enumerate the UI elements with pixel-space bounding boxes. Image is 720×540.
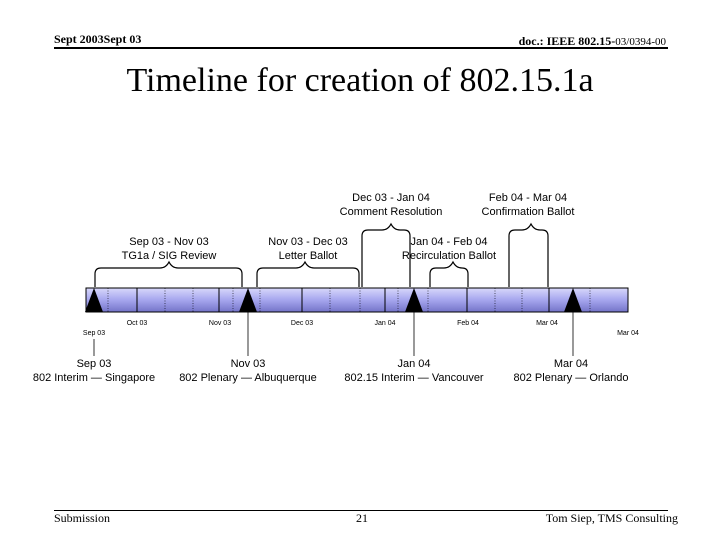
doc-id-number: 03/0394-00	[615, 36, 666, 48]
phase-label-letter-ballot-name: Letter Ballot	[279, 250, 338, 262]
meeting-name-jan04: 802.15 Interim — Vancouver	[344, 372, 484, 384]
meeting-date-sep03: Sep 03	[77, 358, 112, 370]
dotted-subdividers	[107, 288, 591, 312]
phase-label-review-dates: Sep 03 - Nov 03	[129, 236, 209, 248]
phase-label-recirculation-dates: Jan 04 - Feb 04	[410, 236, 487, 248]
phase-label-confirmation-dates: Feb 04 - Mar 04	[489, 192, 567, 204]
tick-label: Sep 03	[83, 330, 105, 337]
footer-author: Tom Siep, TMS Consulting	[545, 511, 678, 525]
brace-confirmation	[508, 222, 549, 287]
tick-label: Oct 03	[127, 320, 148, 327]
meeting-date-jan04: Jan 04	[397, 358, 430, 370]
timeline-bar	[85, 287, 629, 313]
footer-rule	[54, 510, 668, 511]
phase-label-review-name: TG1a / SIG Review	[122, 250, 217, 262]
brace-recirculation	[429, 260, 469, 287]
page-number: 21	[356, 511, 368, 525]
tick-label: Mar 04	[617, 330, 639, 337]
meeting-date-nov03: Nov 03	[231, 358, 266, 370]
phase-label-confirmation-name: Confirmation Ballot	[482, 206, 575, 218]
meeting-name-nov03: 802 Plenary — Albuquerque	[179, 372, 317, 384]
slide-title: Timeline for creation of 802.15.1a	[126, 62, 594, 99]
meeting-leaders	[93, 312, 574, 356]
tick-label: Nov 03	[209, 320, 231, 327]
phase-label-comment-resolution-dates: Dec 03 - Jan 04	[352, 192, 430, 204]
doc-id-prefix: doc.: IEEE 802.15-	[518, 34, 616, 48]
meeting-marker-sep03	[85, 288, 103, 312]
phase-label-letter-ballot-dates: Nov 03 - Dec 03	[268, 236, 347, 248]
brace-review	[94, 260, 243, 287]
brace-letter-ballot	[256, 260, 360, 287]
meeting-marker-jan04	[405, 288, 423, 312]
phase-label-comment-resolution-name: Comment Resolution	[340, 206, 443, 218]
header-date: Sept 2003Sept 03	[54, 32, 142, 46]
meeting-name-mar04: 802 Plenary — Orlando	[514, 372, 629, 384]
tick-label: Jan 04	[374, 320, 395, 327]
header-rule	[54, 47, 668, 49]
meeting-marker-mar04	[564, 288, 582, 312]
tick-label: Feb 04	[457, 320, 479, 327]
meeting-date-mar04: Mar 04	[554, 358, 588, 370]
meeting-marker-nov03	[239, 288, 257, 312]
brace-comment-resolution	[361, 222, 411, 287]
tick-label: Dec 03	[291, 320, 313, 327]
tick-label: Mar 04	[536, 320, 558, 327]
header-doc-id: doc.: IEEE 802.15-03/0394-00	[519, 34, 666, 49]
footer-submission: Submission	[54, 511, 111, 525]
meeting-name-sep03: 802 Interim — Singapore	[33, 372, 155, 384]
phase-label-recirculation-name: Recirculation Ballot	[402, 250, 496, 262]
month-dividers	[136, 288, 550, 312]
